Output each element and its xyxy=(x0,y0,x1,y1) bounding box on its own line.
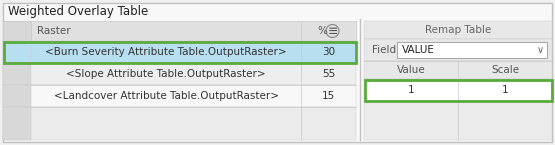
Bar xyxy=(3,63,356,85)
Text: <Burn Severity Attribute Table.OutputRaster>: <Burn Severity Attribute Table.OutputRas… xyxy=(45,47,287,57)
Text: Remap Table: Remap Table xyxy=(425,25,491,35)
Text: 55: 55 xyxy=(322,69,335,79)
Text: 1: 1 xyxy=(408,85,415,95)
Bar xyxy=(364,101,552,140)
Text: Scale: Scale xyxy=(491,65,519,75)
Bar xyxy=(3,107,31,140)
Bar xyxy=(3,85,356,107)
Bar xyxy=(3,21,31,41)
Bar xyxy=(3,63,31,85)
Text: Raster: Raster xyxy=(37,26,70,36)
Text: ∨: ∨ xyxy=(537,45,543,55)
Bar xyxy=(364,21,552,39)
Bar xyxy=(364,61,552,79)
Text: ≡: ≡ xyxy=(327,25,338,38)
Text: %: % xyxy=(317,26,327,36)
Bar xyxy=(365,79,552,100)
Bar xyxy=(3,85,31,107)
Text: 1: 1 xyxy=(502,85,508,95)
Text: Weighted Overlay Table: Weighted Overlay Table xyxy=(8,4,148,18)
Bar xyxy=(3,41,356,63)
Text: <Landcover Attribute Table.OutputRaster>: <Landcover Attribute Table.OutputRaster> xyxy=(53,91,279,101)
Bar xyxy=(3,107,356,140)
Text: Field: Field xyxy=(372,45,396,55)
Bar xyxy=(364,79,552,101)
Text: 30: 30 xyxy=(322,47,335,57)
Text: Value: Value xyxy=(397,65,425,75)
Bar xyxy=(364,39,552,61)
Bar xyxy=(397,42,547,58)
Bar xyxy=(3,41,356,62)
Text: VALUE: VALUE xyxy=(402,45,435,55)
Bar xyxy=(3,41,31,63)
Text: <Slope Attribute Table.OutputRaster>: <Slope Attribute Table.OutputRaster> xyxy=(66,69,266,79)
Bar xyxy=(3,21,356,41)
Text: 15: 15 xyxy=(322,91,335,101)
